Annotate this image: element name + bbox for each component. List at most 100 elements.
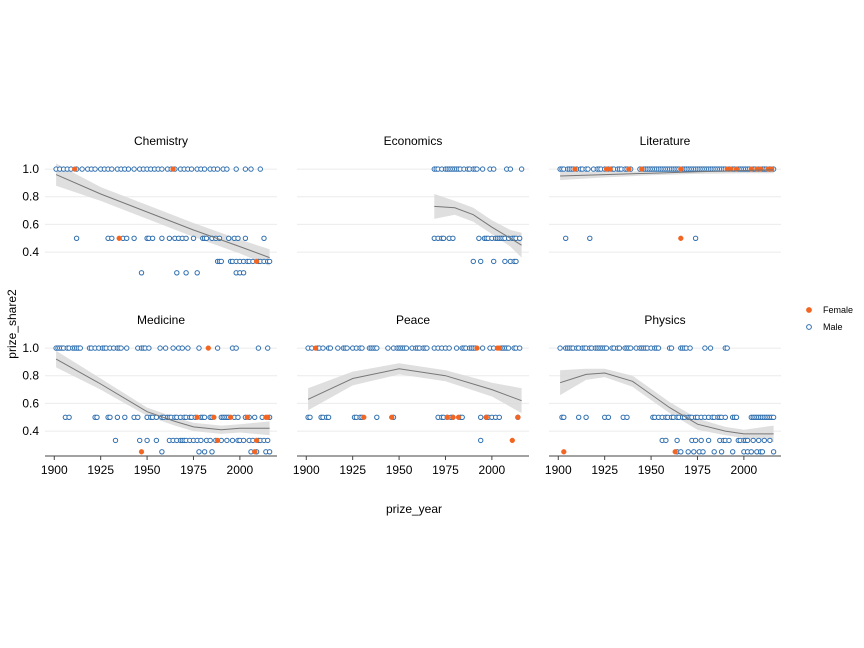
point-male — [674, 437, 680, 444]
point-male — [214, 166, 221, 172]
point-male — [153, 437, 160, 444]
point-male — [478, 437, 484, 444]
point-male — [179, 345, 186, 351]
point-male — [94, 414, 100, 420]
point-female — [116, 235, 122, 241]
trend-line — [434, 205, 522, 246]
point-male — [655, 345, 662, 351]
point-male — [446, 345, 452, 351]
point-female — [561, 449, 567, 455]
x-tick-label: 1925 — [339, 463, 366, 477]
point-male — [359, 345, 365, 351]
point-male — [135, 414, 141, 420]
point-male — [214, 345, 221, 351]
point-male — [450, 235, 456, 242]
point-male — [185, 345, 191, 351]
point-male — [603, 345, 610, 351]
point-male — [756, 437, 762, 444]
point-male — [183, 270, 189, 276]
x-tick-label: 1900 — [293, 463, 320, 477]
point-male — [146, 345, 152, 351]
point-male — [307, 414, 313, 420]
y-tick-label: 1.0 — [22, 341, 39, 355]
point-female — [205, 345, 211, 351]
point-male — [109, 235, 115, 242]
point-male — [229, 437, 236, 444]
point-male — [470, 258, 476, 265]
facet-panels: Chemistry 0.4 0.6 0.8 1.0 Economics Literature… — [22, 134, 781, 477]
point-male — [705, 437, 712, 444]
x-tick-label: 1950 — [386, 463, 413, 477]
point-male — [479, 166, 486, 172]
point-male — [144, 437, 150, 444]
point-male — [201, 449, 208, 455]
point-female — [515, 414, 521, 420]
point-male — [628, 345, 634, 351]
point-male — [242, 166, 249, 172]
point-male — [374, 345, 380, 351]
point-male — [474, 166, 480, 172]
panel-title: Peace — [396, 313, 430, 327]
point-male — [233, 345, 239, 351]
point-female — [607, 166, 613, 172]
point-male — [440, 235, 447, 242]
point-male — [722, 414, 728, 420]
point-male — [207, 437, 213, 444]
point-male — [118, 345, 124, 351]
point-male — [726, 437, 732, 444]
point-male — [92, 166, 98, 172]
point-male — [691, 449, 697, 455]
x-tick-label: 1975 — [684, 463, 711, 477]
point-male — [585, 166, 591, 172]
point-male — [750, 437, 756, 444]
trend-line — [55, 358, 270, 431]
x-tick-label: 1975 — [180, 463, 207, 477]
point-male — [209, 449, 215, 455]
point-male — [226, 235, 232, 242]
point-male — [761, 437, 767, 444]
point-male — [517, 345, 523, 351]
point-female — [211, 414, 217, 420]
point-female — [496, 345, 502, 351]
point-male — [702, 345, 708, 351]
point-male — [663, 437, 669, 444]
panel-physics: Physics 1900 1925 1950 1975 2000 — [545, 313, 781, 477]
point-female — [474, 345, 480, 351]
point-male — [692, 437, 699, 444]
point-male — [744, 437, 751, 444]
point-male — [344, 345, 350, 351]
point-male — [335, 345, 341, 351]
point-female — [450, 414, 456, 420]
point-male — [224, 166, 230, 172]
point-male — [718, 449, 725, 455]
point-male — [157, 345, 163, 351]
point-male — [496, 414, 502, 420]
point-male — [166, 235, 173, 242]
panel-title: Economics — [384, 134, 443, 148]
panel-literature: Literature — [549, 134, 781, 253]
x-tick-label: 1925 — [591, 463, 618, 477]
point-female — [639, 166, 645, 172]
point-male — [107, 414, 113, 420]
x-axis-title: prize_year — [386, 502, 442, 516]
point-male — [174, 270, 180, 276]
point-male — [138, 270, 145, 276]
point-male — [196, 345, 202, 351]
point-male — [266, 449, 273, 455]
point-male — [505, 345, 512, 351]
x-tick-label: 1925 — [87, 463, 114, 477]
point-female — [138, 449, 145, 455]
point-male — [325, 414, 332, 420]
point-male — [170, 345, 176, 351]
point-male — [159, 235, 165, 242]
point-male — [194, 270, 200, 276]
point-male — [224, 437, 230, 444]
point-male — [685, 449, 691, 455]
point-male — [131, 166, 137, 172]
panel-chemistry: Chemistry 0.4 0.6 0.8 1.0 — [22, 134, 277, 276]
point-male — [733, 414, 740, 420]
point-female — [361, 414, 367, 420]
point-male — [605, 414, 612, 420]
